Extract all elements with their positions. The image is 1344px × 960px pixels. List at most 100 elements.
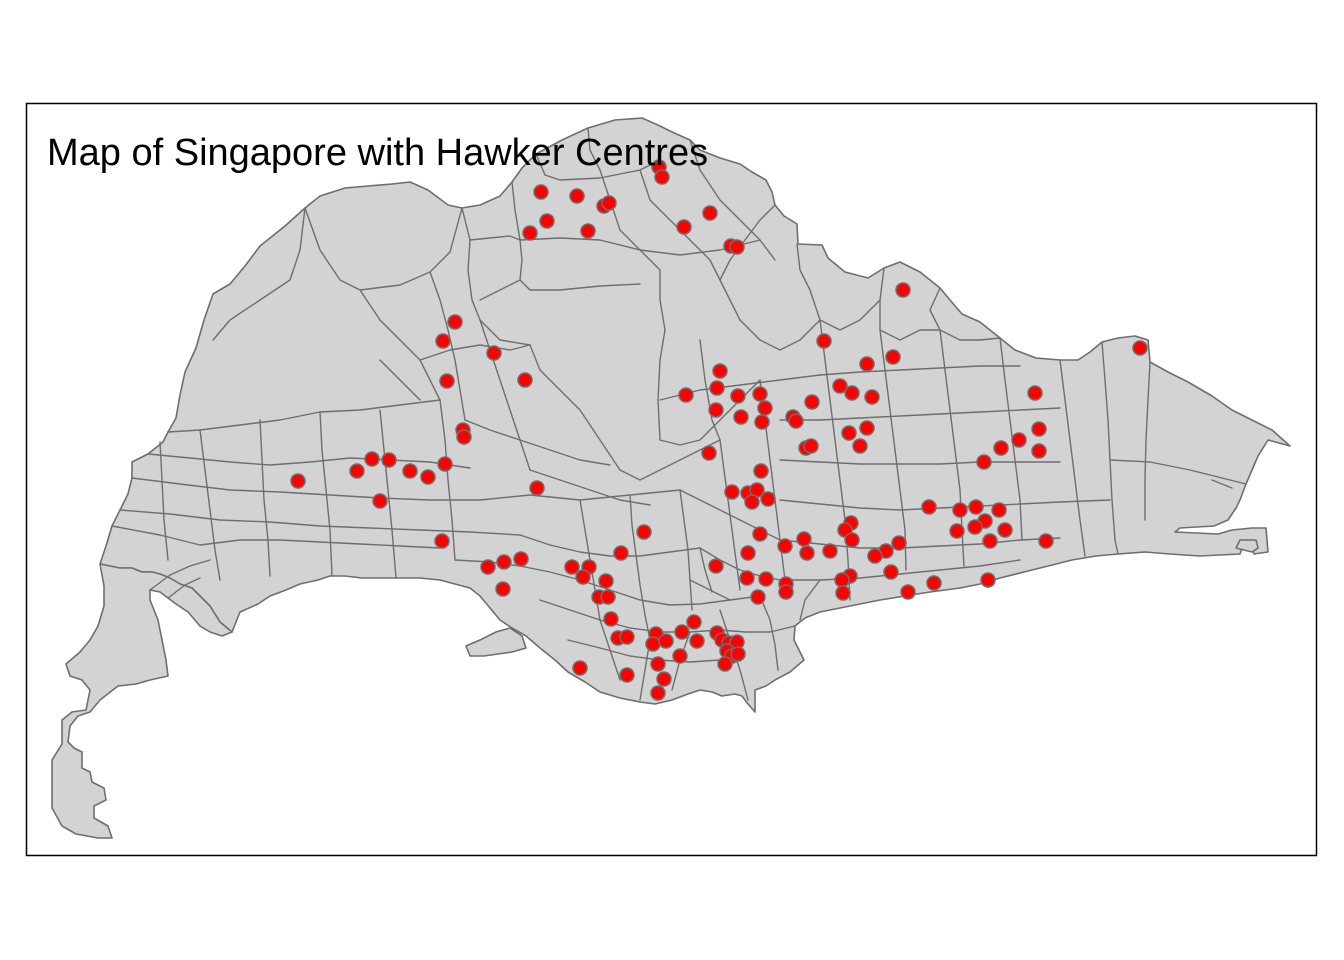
hawker-centre-marker (619, 667, 635, 683)
hawker-centre-marker (676, 219, 692, 235)
hawker-centre-marker (529, 480, 545, 496)
hawker-centre-marker (900, 584, 916, 600)
hawker-centre-marker (603, 611, 619, 627)
hawker-centre-marker (730, 646, 746, 662)
hawker-centre-marker (993, 440, 1009, 456)
hawker-centre-marker (650, 685, 666, 701)
hawker-centre-marker (744, 494, 760, 510)
hawker-centre-marker (708, 402, 724, 418)
hawker-centre-marker (636, 524, 652, 540)
hawker-centre-marker (480, 559, 496, 575)
hawker-centre-marker (717, 656, 733, 672)
hawker-centre-marker (926, 575, 942, 591)
hawker-centre-marker (437, 456, 453, 472)
hawker-centre-marker (372, 493, 388, 509)
hawker-centre-marker (600, 589, 616, 605)
map-title: Map of Singapore with Hawker Centres (47, 132, 709, 174)
hawker-centre-marker (754, 414, 770, 430)
hawker-centre-marker (672, 648, 688, 664)
hawker-centre-marker (729, 239, 745, 255)
hawker-centre-marker (349, 463, 365, 479)
hawker-centre-marker (1027, 385, 1043, 401)
hawker-centre-marker (750, 589, 766, 605)
hawker-centre-marker (834, 572, 850, 588)
hawker-centre-marker (758, 571, 774, 587)
hawker-centre-marker (1011, 432, 1027, 448)
hawker-centre-marker (760, 491, 776, 507)
hawker-centre-marker (381, 452, 397, 468)
hawker-centre-marker (434, 533, 450, 549)
hawker-centre-marker (777, 538, 793, 554)
hawker-centre-marker (674, 624, 690, 640)
hawker-centre-marker (816, 333, 832, 349)
hawker-centre-marker (495, 581, 511, 597)
hawker-centre-marker (364, 451, 380, 467)
hawker-centre-marker (921, 499, 937, 515)
hawker-centre-marker (708, 558, 724, 574)
hawker-centre-marker (650, 656, 666, 672)
hawker-centre-marker (701, 445, 717, 461)
hawker-centre-marker (619, 629, 635, 645)
hawker-centre-marker (753, 463, 769, 479)
hawker-centre-marker (601, 195, 617, 211)
hawker-centre-marker (439, 373, 455, 389)
hawker-centre-marker (799, 545, 815, 561)
hawker-centre-marker (976, 454, 992, 470)
hawker-centre-marker (724, 484, 740, 500)
hawker-centre-marker (420, 469, 436, 485)
hawker-centre-marker (290, 473, 306, 489)
hawker-centre-marker (689, 633, 705, 649)
jurong-island (465, 627, 527, 657)
hawker-centre-marker (733, 409, 749, 425)
hawker-centre-marker (832, 378, 848, 394)
hawker-centre-marker (712, 363, 728, 379)
subzone-boundaries (111, 127, 1247, 701)
hawker-centre-marker (513, 551, 529, 567)
hawker-centre-marker (658, 633, 674, 649)
hawker-centres-layer (290, 159, 1148, 701)
hawker-centre-marker (895, 282, 911, 298)
hawker-centre-marker (967, 519, 983, 535)
hawker-centre-marker (435, 333, 451, 349)
hawker-centre-marker (739, 570, 755, 586)
hawker-centre-marker (564, 559, 580, 575)
hawker-centre-marker (654, 169, 670, 185)
hawker-centre-marker (952, 502, 968, 518)
hawker-centre-marker (752, 386, 768, 402)
hawker-centre-marker (841, 425, 857, 441)
hawker-centre-marker (1132, 340, 1148, 356)
hawker-centre-marker (456, 429, 472, 445)
hawker-centre-marker (883, 564, 899, 580)
hawker-centre-marker (844, 385, 860, 401)
hawker-centre-marker (702, 205, 718, 221)
hawker-centre-marker (859, 356, 875, 372)
hawker-centre-marker (686, 614, 702, 630)
tuas-peninsula (51, 563, 233, 839)
hawker-centre-marker (844, 532, 860, 548)
hawker-centre-marker (796, 531, 812, 547)
hawker-centre-marker (859, 420, 875, 436)
hawker-centre-marker (740, 545, 756, 561)
hawker-centre-marker (730, 388, 746, 404)
hawker-centre-marker (991, 502, 1007, 518)
hawker-centre-marker (757, 400, 773, 416)
hawker-centre-marker (598, 573, 614, 589)
hawker-centre-marker (533, 184, 549, 200)
hawker-centre-marker (822, 543, 838, 559)
hawker-centre-marker (656, 671, 672, 687)
hawker-centre-marker (778, 584, 794, 600)
hawker-centre-marker (486, 345, 502, 361)
hawker-centre-marker (1031, 443, 1047, 459)
hawker-centre-marker (572, 660, 588, 676)
hawker-centre-marker (580, 223, 596, 239)
hawker-centre-marker (522, 225, 538, 241)
hawker-centre-marker (804, 394, 820, 410)
hawker-centre-marker (678, 387, 694, 403)
hawker-centre-marker (852, 438, 868, 454)
hawker-centre-marker (788, 413, 804, 429)
hawker-centre-marker (1031, 421, 1047, 437)
hawker-centre-marker (517, 372, 533, 388)
hawker-centre-marker (835, 585, 851, 601)
hawker-centre-marker (864, 389, 880, 405)
